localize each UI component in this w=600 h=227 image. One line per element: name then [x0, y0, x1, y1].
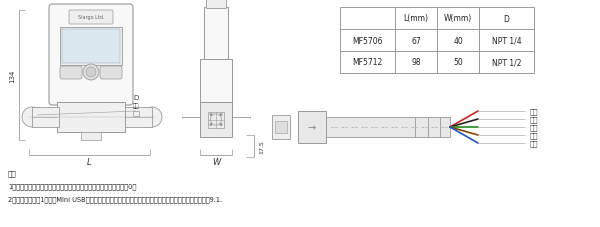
- Bar: [32, 108, 59, 127]
- Bar: [62, 30, 120, 64]
- Circle shape: [22, 108, 42, 127]
- Text: 2）产品配有一根1米长带Mini USB插头的连接通讯电缆，该线缆可以实现外部供电和通讯；其引线定义见9.1.: 2）产品配有一根1米长带Mini USB插头的连接通讯电缆，该线缆可以实现外部供…: [8, 195, 222, 202]
- Text: W(mm): W(mm): [444, 15, 472, 23]
- Circle shape: [83, 65, 99, 81]
- Text: L: L: [87, 158, 92, 167]
- Bar: [206, 0, 226, 9]
- Text: NPT 1/4: NPT 1/4: [491, 36, 521, 45]
- Text: MF5712: MF5712: [352, 58, 383, 67]
- Text: 红色: 红色: [530, 108, 539, 115]
- Bar: [298, 111, 326, 143]
- Bar: [200, 103, 232, 137]
- Bar: [60, 28, 122, 66]
- FancyBboxPatch shape: [100, 67, 122, 80]
- Text: W: W: [212, 158, 220, 167]
- Bar: [208, 112, 224, 128]
- Text: D: D: [503, 15, 509, 23]
- Bar: [57, 103, 125, 132]
- Text: 67: 67: [411, 36, 421, 45]
- Bar: [275, 121, 287, 133]
- Text: 40: 40: [453, 36, 463, 45]
- Text: D: D: [133, 95, 138, 101]
- Bar: [204, 8, 228, 60]
- Text: 50: 50: [453, 58, 463, 67]
- Text: 绿色: 绿色: [530, 124, 539, 131]
- Text: 注：: 注：: [8, 169, 17, 176]
- Text: NPT 1/2: NPT 1/2: [492, 58, 521, 67]
- Bar: [125, 108, 152, 127]
- Circle shape: [220, 123, 223, 126]
- Text: 两端: 两端: [133, 103, 139, 108]
- Bar: [133, 111, 139, 116]
- Text: L(mm): L(mm): [404, 15, 428, 23]
- FancyBboxPatch shape: [69, 11, 113, 25]
- Text: Siargo Ltd.: Siargo Ltd.: [78, 15, 104, 20]
- Text: 17.5: 17.5: [260, 140, 265, 153]
- Text: MF5706: MF5706: [352, 36, 383, 45]
- Bar: [326, 118, 450, 137]
- Bar: [81, 132, 101, 140]
- Circle shape: [209, 123, 212, 126]
- Text: 134: 134: [9, 69, 15, 82]
- Circle shape: [142, 108, 162, 127]
- Circle shape: [86, 68, 96, 78]
- Bar: [272, 116, 290, 139]
- Circle shape: [220, 114, 223, 116]
- Text: →: →: [308, 122, 316, 132]
- Text: 1）按照箭头指示方向接入气流，如果反接，则显示的流量将始终为0；: 1）按照箭头指示方向接入气流，如果反接，则显示的流量将始终为0；: [8, 182, 136, 189]
- FancyBboxPatch shape: [49, 5, 133, 106]
- Text: 蓝色: 蓝色: [530, 140, 539, 147]
- Bar: [200, 60, 232, 103]
- Text: 棕色: 棕色: [530, 132, 539, 139]
- Circle shape: [209, 114, 212, 116]
- Text: 98: 98: [411, 58, 421, 67]
- FancyBboxPatch shape: [60, 67, 82, 80]
- Text: 黑色: 黑色: [530, 116, 539, 123]
